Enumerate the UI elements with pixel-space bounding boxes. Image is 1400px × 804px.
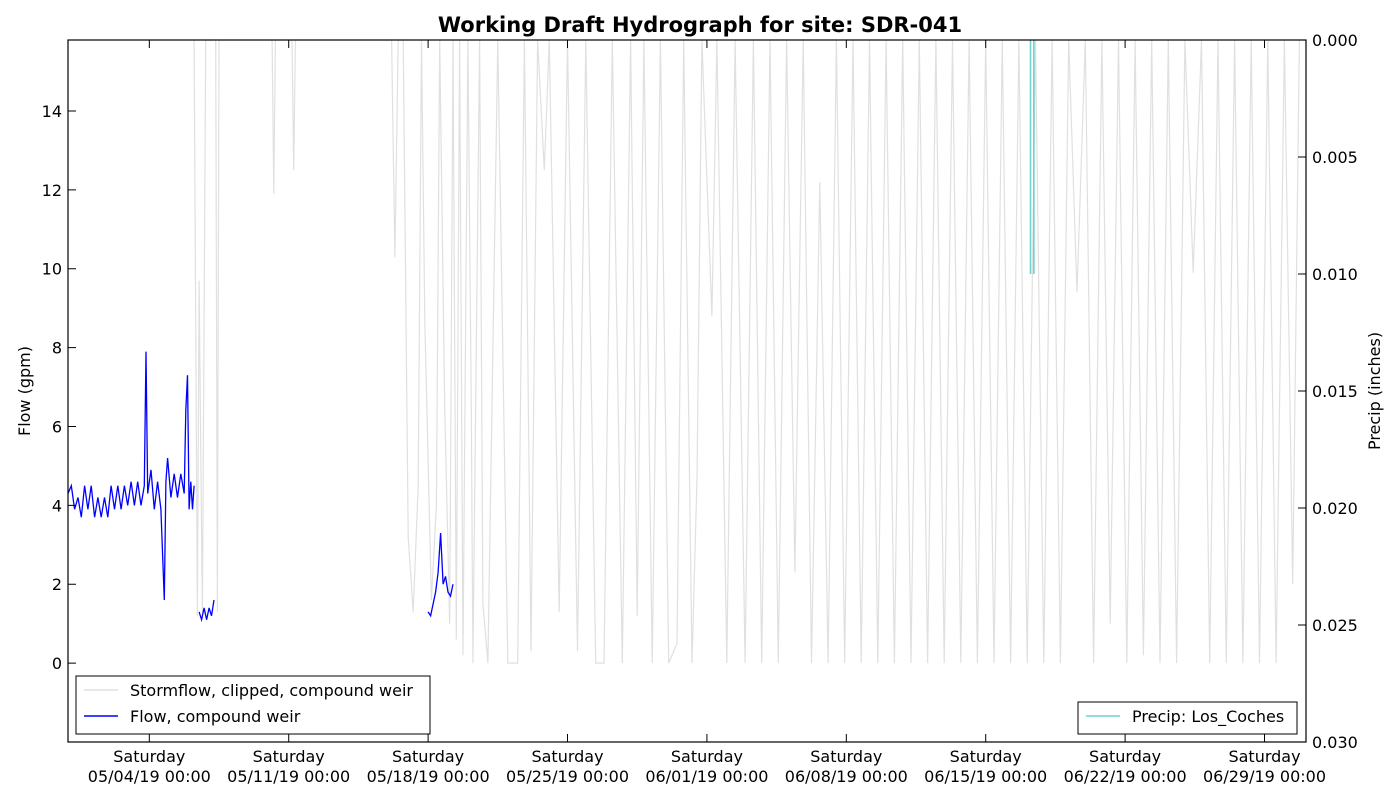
y-tick-label: 6 [52,417,62,436]
y2-tick-label: 0.010 [1312,265,1358,284]
x-tick-date-label: 06/08/19 00:00 [785,767,908,786]
y2-axis-label: Precip (inches) [1365,332,1384,450]
x-tick-date-label: 06/01/19 00:00 [645,767,768,786]
legend-right: Precip: Los_Coches [1077,701,1298,735]
x-tick-date-label: 06/29/19 00:00 [1203,767,1326,786]
x-tick-date-label: 05/11/19 00:00 [227,767,350,786]
y-tick-label: 0 [52,654,62,673]
x-tick-day-label: Saturday [392,747,464,766]
y-tick-label: 8 [52,339,62,358]
x-tick-date-label: 05/25/19 00:00 [506,767,629,786]
x-tick-day-label: Saturday [950,747,1022,766]
x-tick-day-label: Saturday [1228,747,1300,766]
x-tick-date-label: 06/22/19 00:00 [1064,767,1187,786]
legend-label: Precip: Los_Coches [1132,707,1284,727]
x-tick-date-label: 06/15/19 00:00 [924,767,1047,786]
legend-box [1077,701,1298,735]
legend-box [75,675,431,735]
y-tick-label: 12 [42,181,62,200]
series-line-flow-segment [67,351,195,601]
x-tick-day-label: Saturday [1089,747,1161,766]
x-tick-date-label: 05/04/19 00:00 [88,767,211,786]
series-line-flow-segment [427,532,454,618]
x-tick-day-label: Saturday [531,747,603,766]
y-tick-label: 2 [52,575,62,594]
legend-label: Flow, compound weir [130,707,301,726]
x-tick-day-label: Saturday [671,747,743,766]
y2-tick-label: 0.025 [1312,616,1358,635]
y2-tick-label: 0.005 [1312,148,1358,167]
legend-label: Stormflow, clipped, compound weir [130,681,413,700]
y-tick-label: 4 [52,496,62,515]
y-tick-label: 14 [42,102,62,121]
y2-tick-label: 0.020 [1312,499,1358,518]
x-tick-day-label: Saturday [810,747,882,766]
axes: 0 2 4 6 8 10 12 14 0.000 0.005 0.010 0.015 0.020 0.02… [42,31,1358,786]
y2-tick-label: 0.015 [1312,382,1358,401]
x-tick-date-label: 05/18/19 00:00 [367,767,490,786]
y-tick-label: 10 [42,260,62,279]
x-tick-day-label: Saturday [253,747,325,766]
chart-title: Working Draft Hydrograph for site: SDR-0… [438,13,962,37]
y-axis-label: Flow (gpm) [15,346,34,436]
series-line-flow-segment [198,599,215,623]
x-tick-day-label: Saturday [113,747,185,766]
legend-left: Stormflow, clipped, compound weir Flow, c… [75,675,431,735]
y2-tick-label: 0.030 [1312,733,1358,752]
y2-tick-label: 0.000 [1312,31,1358,50]
